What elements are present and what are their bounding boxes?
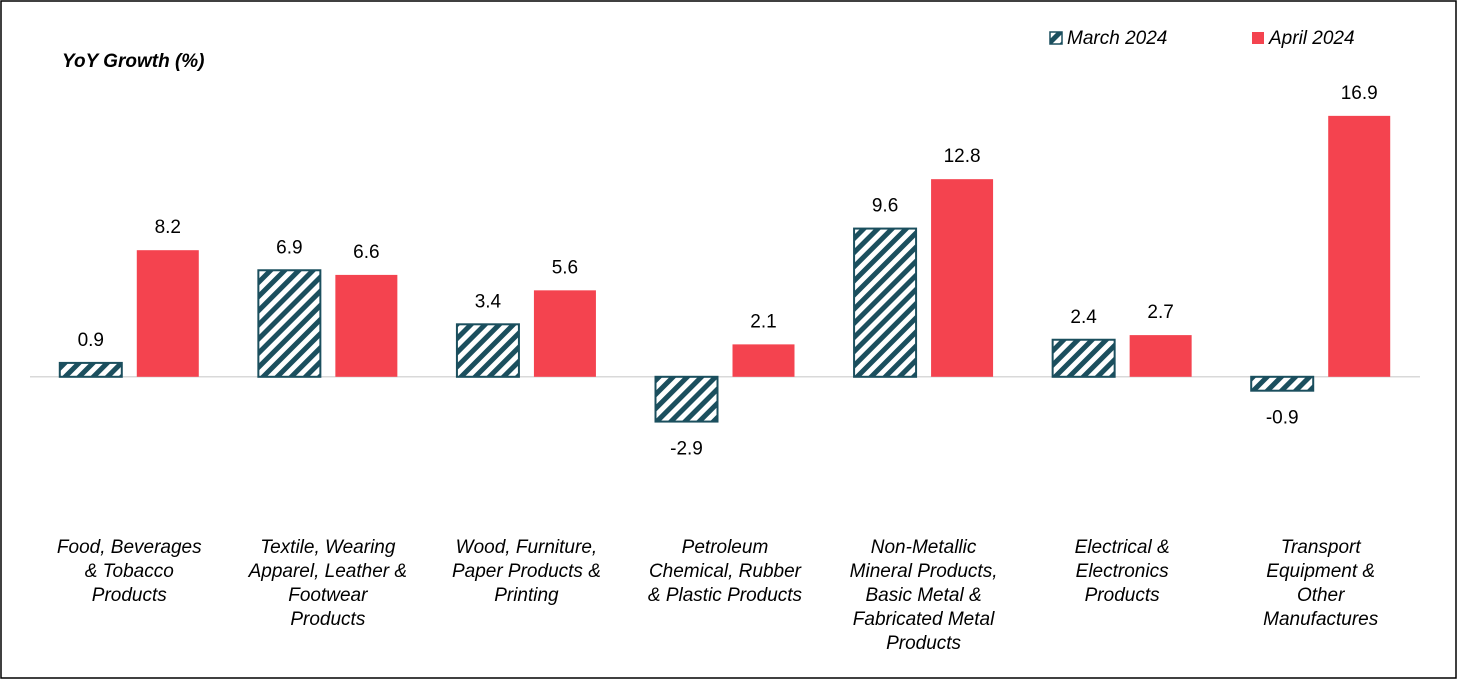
value-label: 2.7 [1147, 302, 1173, 323]
value-label: 2.1 [750, 311, 776, 332]
x-tick-label: Food, Beverages & Tobacco Products [56, 537, 202, 606]
x-tick-label-box: Petroleum Chemical, Rubber & Plastic Pro… [647, 537, 803, 606]
value-label: 6.9 [276, 237, 302, 258]
x-tick-label-box: Non-Metallic Mineral Products, Basic Met… [849, 537, 998, 654]
x-tick-label-box: Wood, Furniture, Paper Products & Printi… [451, 537, 601, 606]
legend-label: April 2024 [1268, 28, 1355, 49]
value-label: -0.9 [1266, 408, 1299, 429]
bar [853, 227, 918, 378]
bar [654, 375, 719, 423]
x-tick-label: Non-Metallic Mineral Products, Basic Met… [849, 537, 998, 654]
bar [455, 323, 520, 378]
x-tick-label-box: Food, Beverages & Tobacco Products [56, 537, 202, 606]
bar [257, 269, 322, 378]
bar [1328, 115, 1391, 377]
bar [1129, 335, 1192, 377]
legend-swatch [1252, 32, 1264, 44]
chart-title: YoY Growth (%) [62, 51, 205, 72]
bar [931, 179, 994, 377]
value-label: 16.9 [1341, 83, 1378, 104]
value-label: 6.6 [353, 242, 379, 263]
x-tick-label: Electrical & Electronics Products [1074, 537, 1170, 606]
value-label: 5.6 [552, 257, 578, 278]
x-tick-label: Transport Equipment & Other Manufactures [1263, 537, 1379, 630]
value-label: 9.6 [872, 196, 898, 217]
bar [136, 250, 199, 377]
value-label: 2.4 [1070, 307, 1097, 328]
value-label: 3.4 [475, 291, 502, 312]
bar [1051, 338, 1116, 378]
x-tick-label: Textile, Wearing Apparel, Leather & Foot… [248, 537, 408, 630]
legend-swatch [1049, 31, 1063, 45]
x-tick-label-box: Electrical & Electronics Products [1074, 537, 1170, 606]
value-label: 12.8 [944, 146, 981, 167]
bar [533, 290, 596, 377]
value-label: 0.9 [78, 330, 104, 351]
bar [335, 274, 398, 377]
x-tick-label: Wood, Furniture, Paper Products & Printi… [451, 537, 601, 606]
bar [732, 344, 795, 377]
x-tick-label: Petroleum Chemical, Rubber & Plastic Pro… [647, 537, 803, 606]
x-tick-label-box: Transport Equipment & Other Manufactures [1263, 537, 1379, 630]
x-tick-label-box: Textile, Wearing Apparel, Leather & Foot… [248, 537, 408, 630]
value-label: -2.9 [670, 439, 703, 460]
legend-label: March 2024 [1067, 28, 1167, 49]
value-label: 8.2 [155, 217, 181, 238]
bar [58, 361, 123, 378]
bar [1250, 375, 1315, 392]
